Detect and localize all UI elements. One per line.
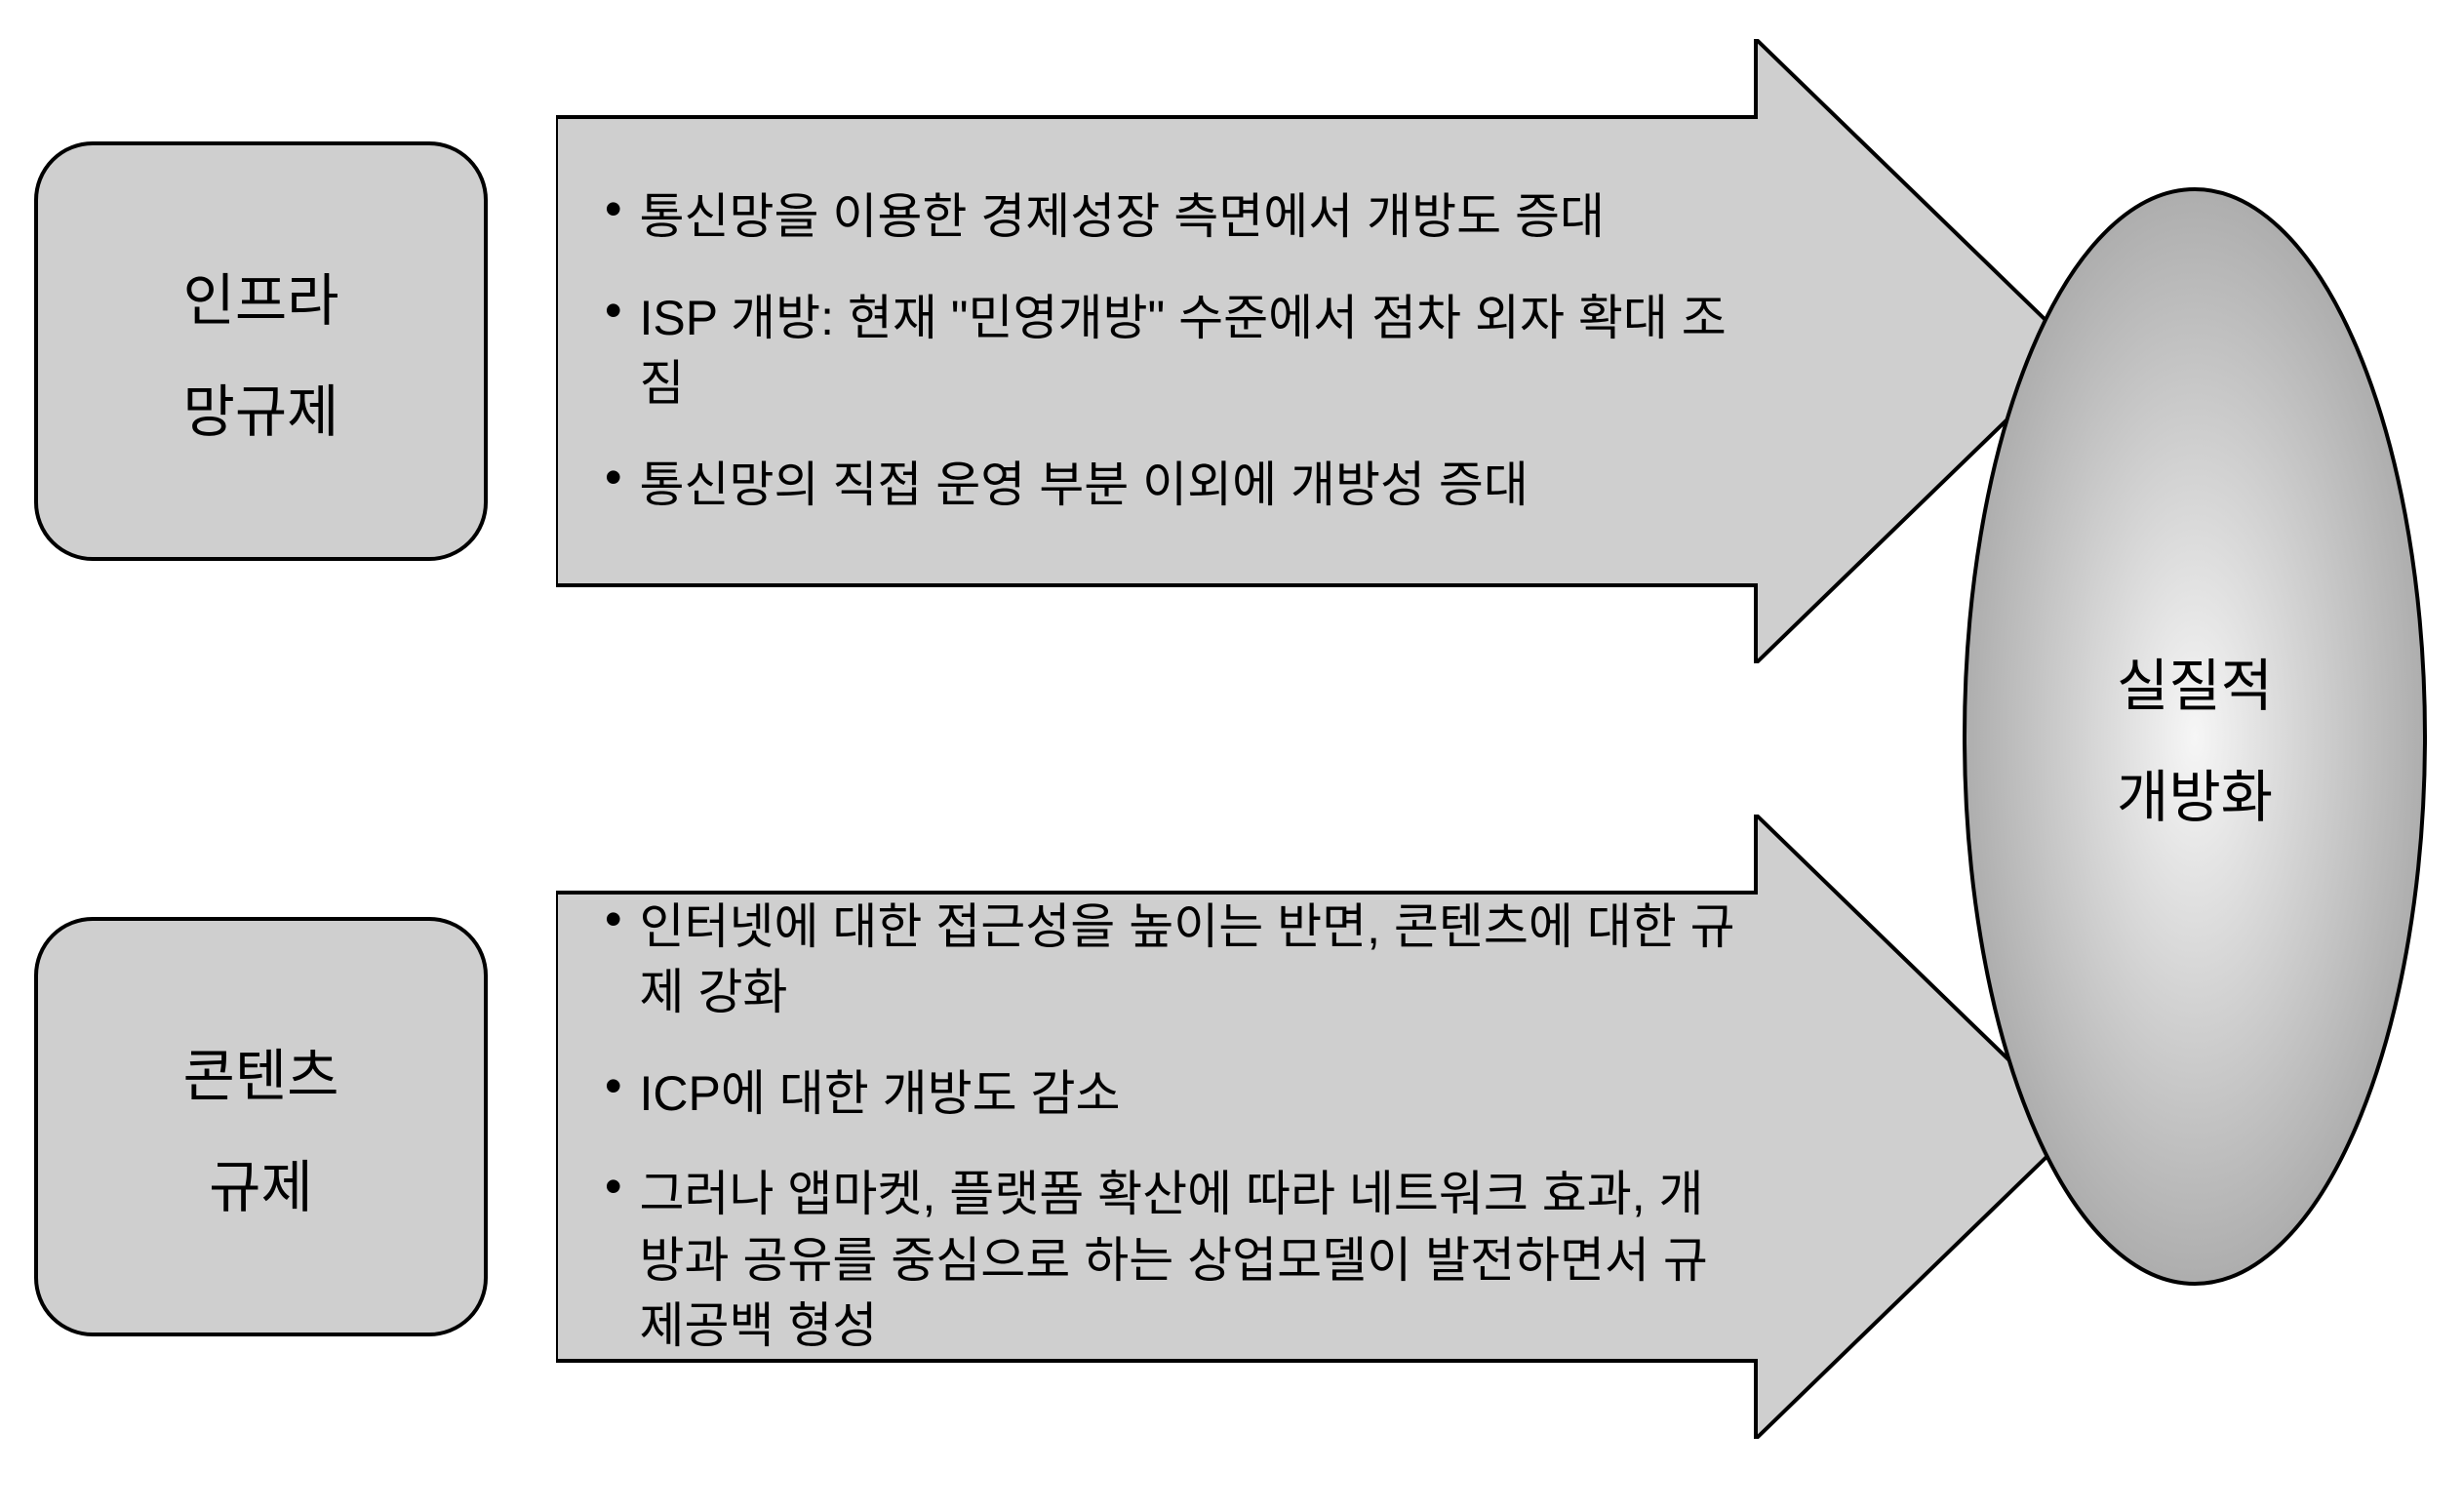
arrow-content-bullet-text-1: ICP에 대한 개방도 감소 (640, 1061, 1121, 1128)
arrow-content-bullet-text-2: 그러나 앱마켓, 플랫폼 확산에 따라 네트워크 효과, 개방과 공유를 중심으… (640, 1162, 1736, 1360)
box-content-line-1: 규제 (209, 1141, 313, 1223)
arrow-infra: • 통신망을 이용한 경제성장 측면에서 개방도 증대 • ISP 개방: 현재 "민… (556, 39, 2078, 663)
diagram-canvas: 인프라망규제콘텐츠규제 • 통신망을 이용한 경제성장 측면에서 개방도 증대 • IS… (0, 0, 2463, 1512)
box-infra: 인프라망규제 (34, 141, 488, 561)
bullet-dot-icon: • (605, 1061, 622, 1110)
arrow-infra-bullet-2: • 통신망의 직접 운영 부분 이외에 개방성 증대 (605, 453, 1736, 519)
bullet-dot-icon: • (605, 184, 622, 233)
arrow-infra-bullet-text-2: 통신망의 직접 운영 부분 이외에 개방성 증대 (640, 453, 1529, 519)
arrow-content-bullet-text-0: 인터넷에 대한 접근성을 높이는 반면, 콘텐츠에 대한 규제 강화 (640, 895, 1736, 1026)
ellipse-result-line-1: 개방화 (2117, 751, 2273, 833)
arrow-content-bullet-2: • 그러나 앱마켓, 플랫폼 확산에 따라 네트워크 효과, 개방과 공유를 중심… (605, 1162, 1736, 1360)
arrow-infra-bullet-1: • ISP 개방: 현재 "민영개방" 수준에서 점차 외자 확대 조짐 (605, 286, 1736, 418)
ellipse-result: 실질적개방화 (1961, 185, 2429, 1288)
ellipse-result-line-0: 실질적 (2117, 640, 2273, 722)
bullet-dot-icon: • (605, 286, 622, 335)
bullet-dot-icon: • (605, 895, 622, 943)
arrow-content-content: •인터넷에 대한 접근성을 높이는 반면, 콘텐츠에 대한 규제 강화•ICP에… (605, 902, 1736, 1351)
ellipse-result-text: 실질적개방화 (2117, 640, 2273, 833)
arrow-infra-bullet-0: • 통신망을 이용한 경제성장 측면에서 개방도 증대 (605, 184, 1736, 251)
box-infra-line-1: 망규제 (182, 366, 338, 448)
arrow-content-bullet-1: • ICP에 대한 개방도 감소 (605, 1061, 1736, 1128)
arrow-infra-bullet-text-0: 통신망을 이용한 경제성장 측면에서 개방도 증대 (640, 184, 1605, 251)
bullet-dot-icon: • (605, 1162, 622, 1211)
box-infra-line-0: 인프라 (182, 255, 338, 337)
bullet-dot-icon: • (605, 453, 622, 501)
box-content: 콘텐츠규제 (34, 917, 488, 1336)
box-content-line-0: 콘텐츠 (182, 1030, 338, 1112)
arrow-infra-content: • 통신망을 이용한 경제성장 측면에서 개방도 증대 • ISP 개방: 현재 "민… (605, 127, 1736, 576)
arrow-content: • 인터넷에 대한 접근성을 높이는 반면, 콘텐츠에 대한 규제 강화 • ICP에… (556, 815, 2078, 1439)
arrow-infra-bullet-text-1: ISP 개방: 현재 "민영개방" 수준에서 점차 외자 확대 조짐 (640, 286, 1736, 418)
arrow-content-bullet-0: • 인터넷에 대한 접근성을 높이는 반면, 콘텐츠에 대한 규제 강화 (605, 895, 1736, 1026)
